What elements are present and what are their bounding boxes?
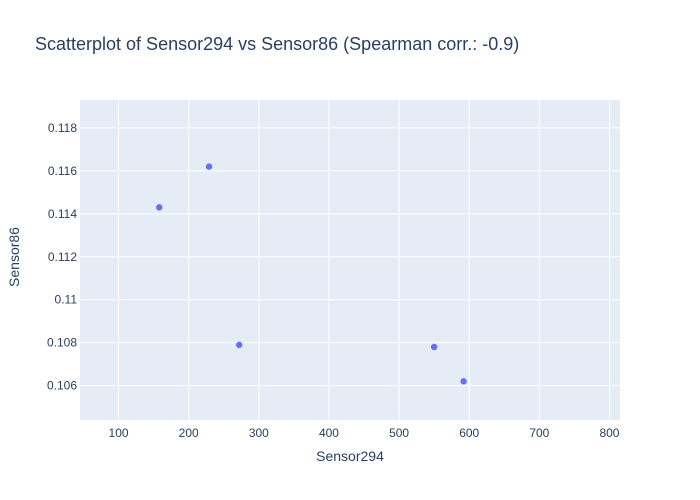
chart-title: Scatterplot of Sensor294 vs Sensor86 (Sp… (35, 34, 519, 54)
data-point (235, 341, 243, 349)
data-point (460, 378, 467, 385)
y-tick-labels: 0.106 0.108 0.11 0.112 0.114 0.116 0.118 (47, 121, 77, 393)
y-tick-label: 0.116 (48, 164, 77, 178)
x-axis-label: Sensor294 (316, 448, 384, 464)
data-point (156, 204, 163, 211)
x-gridlines (118, 100, 610, 420)
x-tick-label: 800 (599, 426, 619, 440)
data-point (205, 163, 213, 170)
y-tick-label: 0.11 (55, 293, 78, 307)
data-points (156, 163, 467, 385)
plot-area (80, 100, 620, 420)
x-tick-label: 100 (109, 426, 129, 440)
y-tick-label: 0.112 (48, 250, 77, 264)
x-tick-label: 500 (389, 426, 409, 440)
data-point (430, 343, 438, 351)
x-tick-label: 400 (319, 426, 339, 440)
y-axis-label: Sensor86 (6, 227, 22, 287)
y-tick-label: 0.106 (47, 379, 77, 393)
y-gridlines (80, 127, 620, 387)
y-tick-label: 0.114 (48, 207, 77, 221)
y-tick-label: 0.118 (48, 121, 77, 135)
x-tick-label: 700 (529, 426, 549, 440)
y-tick-label: 0.108 (47, 336, 77, 350)
x-tick-labels: 100 200 300 400 500 600 700 800 (109, 426, 620, 440)
x-tick-label: 600 (459, 426, 479, 440)
x-tick-label: 200 (179, 426, 199, 440)
x-tick-label: 300 (249, 426, 269, 440)
